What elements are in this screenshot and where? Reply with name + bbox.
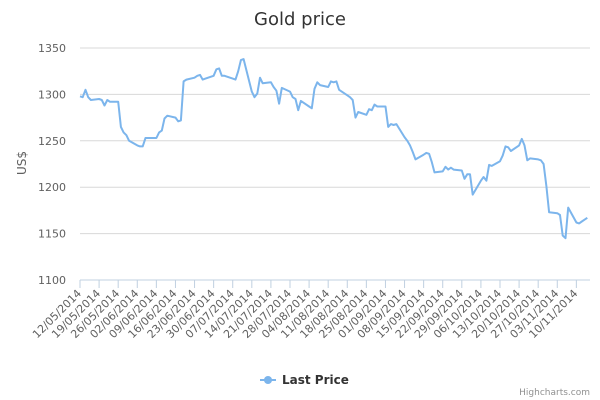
y-tick-label: 1350 [38, 42, 66, 55]
y-tick-label: 1200 [38, 181, 66, 194]
credits-link[interactable]: Highcharts.com [519, 388, 590, 398]
series-group [79, 58, 588, 240]
y-axis-label: US$ [15, 151, 29, 175]
chart-title: Gold price [254, 9, 346, 30]
legend-label-last-price: Last Price [282, 373, 349, 387]
y-tick-label: 1300 [38, 88, 66, 101]
legend[interactable]: Last Price [260, 373, 349, 387]
y-tick-label: 1100 [38, 274, 66, 287]
x-axis: 12/05/201419/05/201426/05/201402/06/2014… [30, 279, 590, 341]
y-axis-ticks: 1100 1150 1200 1250 1300 1350 [38, 42, 66, 287]
legend-point-marker [264, 376, 272, 384]
y-tick-label: 1250 [38, 135, 66, 148]
y-tick-label: 1150 [38, 228, 66, 241]
series-line-last-price[interactable] [79, 58, 588, 240]
